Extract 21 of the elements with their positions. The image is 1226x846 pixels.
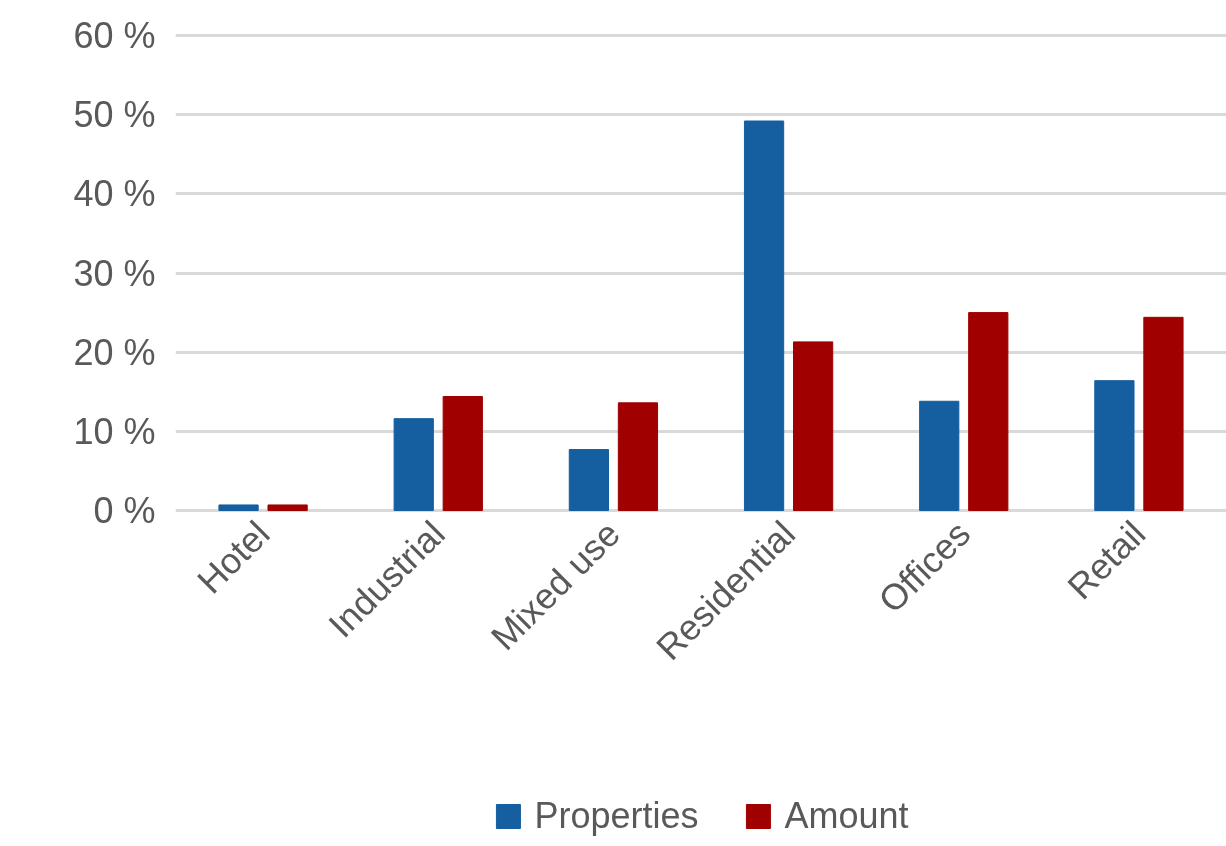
legend-label: Properties bbox=[534, 795, 699, 837]
y-tick-label: 60 % bbox=[73, 15, 156, 56]
bar bbox=[218, 504, 259, 511]
bar bbox=[617, 402, 659, 511]
bar bbox=[267, 504, 308, 511]
y-tick-label: 10 % bbox=[73, 410, 156, 452]
legend-label: Amount bbox=[784, 795, 909, 837]
bar bbox=[968, 312, 1009, 511]
y-tick-label: 0 % bbox=[93, 490, 156, 531]
bar bbox=[393, 418, 434, 511]
y-tick-label: 30 % bbox=[73, 252, 156, 294]
bar bbox=[568, 449, 610, 511]
bar bbox=[1143, 316, 1184, 511]
bar bbox=[792, 341, 834, 511]
y-tick-label: 20 % bbox=[73, 331, 156, 373]
y-tick-label: 50 % bbox=[73, 94, 156, 136]
bar bbox=[743, 120, 785, 511]
bar bbox=[919, 400, 960, 511]
bar bbox=[1094, 380, 1135, 511]
y-tick-label: 40 % bbox=[73, 173, 156, 215]
bar bbox=[442, 396, 483, 511]
